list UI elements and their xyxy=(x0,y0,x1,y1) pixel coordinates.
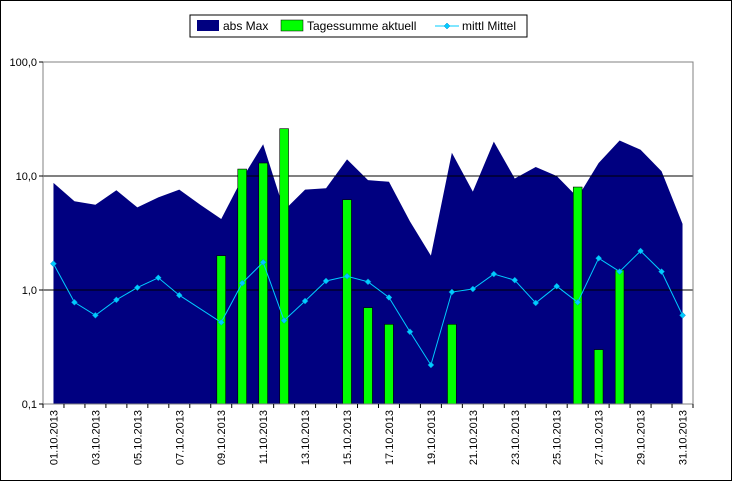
point-11.10.2013 xyxy=(259,258,267,266)
point-03.10.2013 xyxy=(92,311,99,319)
x-tick-label: 13.10.2013 xyxy=(300,410,312,465)
legend-label-mittl-mittel: mittl Mittel xyxy=(462,19,516,33)
point-06.10.2013 xyxy=(154,274,162,282)
point-22.10.2013 xyxy=(490,270,498,278)
point-18.10.2013 xyxy=(406,328,414,336)
legend-swatch-abs-max xyxy=(197,20,219,31)
point-13.10.2013 xyxy=(301,297,309,305)
x-tick-label: 31.10.2013 xyxy=(678,410,690,465)
point-16.10.2013 xyxy=(364,278,372,286)
point-25.10.2013 xyxy=(553,282,561,290)
x-tick-label: 19.10.2013 xyxy=(426,410,438,465)
bar-11.10.2013 xyxy=(258,162,268,405)
point-21.10.2013 xyxy=(469,285,477,293)
line-layer xyxy=(50,247,686,369)
point-07.10.2013 xyxy=(175,291,183,299)
bar-28.10.2013 xyxy=(614,269,625,405)
x-tick-label: 29.10.2013 xyxy=(636,410,648,465)
y-tick-label: 10,0 xyxy=(16,171,37,183)
point-29.10.2013 xyxy=(637,247,644,255)
x-tick-label: 27.10.2013 xyxy=(594,410,606,465)
x-tick-label: 23.10.2013 xyxy=(510,410,522,465)
area-abs-max xyxy=(53,140,683,404)
bar-16.10.2013 xyxy=(363,307,373,405)
point-26.10.2013 xyxy=(574,298,582,306)
legend-swatch-tagessumme xyxy=(280,19,304,32)
bar-17.10.2013 xyxy=(384,324,394,405)
point-02.10.2013 xyxy=(71,298,78,306)
y-tick-label: 0,1 xyxy=(22,399,37,411)
legend-swatch-mittl-mittel-marker xyxy=(443,22,451,30)
point-27.10.2013 xyxy=(595,254,602,262)
bar-09.10.2013 xyxy=(216,255,226,405)
point-14.10.2013 xyxy=(322,277,330,285)
x-tick-label: 25.10.2013 xyxy=(552,410,564,465)
x-tick-label: 11.10.2013 xyxy=(258,410,270,464)
y-tick-label: 1,0 xyxy=(22,285,37,297)
bar-10.10.2013 xyxy=(237,168,247,405)
x-tick-label: 05.10.2013 xyxy=(132,410,144,465)
x-tick-label: 01.10.2013 xyxy=(48,410,60,465)
legend: abs Max Tagessumme aktuell mittl Mittel xyxy=(189,14,528,38)
point-04.10.2013 xyxy=(113,296,120,304)
plot-area-border xyxy=(42,61,694,405)
legend-box xyxy=(189,14,528,38)
bar-15.10.2013 xyxy=(342,199,352,405)
bar-20.10.2013 xyxy=(447,324,457,405)
y-tick-label: 100,0 xyxy=(9,57,37,69)
point-01.10.2013 xyxy=(50,260,57,268)
line-mittl-mittel xyxy=(53,250,683,367)
point-23.10.2013 xyxy=(511,276,519,284)
legend-label-tagessumme: Tagessumme aktuell xyxy=(307,19,416,33)
x-tick-label: 07.10.2013 xyxy=(174,410,186,465)
x-tick-label: 03.10.2013 xyxy=(90,410,102,465)
bar-27.10.2013 xyxy=(593,349,604,405)
x-tick-label: 09.10.2013 xyxy=(216,410,228,465)
point-30.10.2013 xyxy=(658,268,665,275)
grid-layer xyxy=(43,175,693,291)
point-12.10.2013 xyxy=(280,317,288,324)
point-20.10.2013 xyxy=(448,288,456,296)
point-28.10.2013 xyxy=(616,268,623,275)
x-tick-label: 15.10.2013 xyxy=(342,410,354,465)
point-15.10.2013 xyxy=(343,272,351,280)
point-24.10.2013 xyxy=(532,299,540,307)
point-09.10.2013 xyxy=(217,319,225,326)
point-17.10.2013 xyxy=(385,294,393,301)
point-31.10.2013 xyxy=(679,311,686,319)
area-layer xyxy=(53,140,683,404)
point-05.10.2013 xyxy=(134,284,141,291)
axis-layer: 0,1 1,0 10,0 100,0 01.10.2013 03.10.2013 05.10… xyxy=(9,57,694,465)
point-19.10.2013 xyxy=(427,361,435,369)
bar-12.10.2013 xyxy=(279,128,289,405)
point-10.10.2013 xyxy=(238,279,246,287)
x-tick-label: 21.10.2013 xyxy=(468,410,480,465)
x-tick-label: 17.10.2013 xyxy=(384,410,396,465)
legend-label-abs-max: abs Max xyxy=(223,19,268,33)
